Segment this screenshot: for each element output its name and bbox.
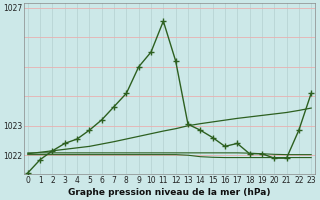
X-axis label: Graphe pression niveau de la mer (hPa): Graphe pression niveau de la mer (hPa) [68,188,271,197]
